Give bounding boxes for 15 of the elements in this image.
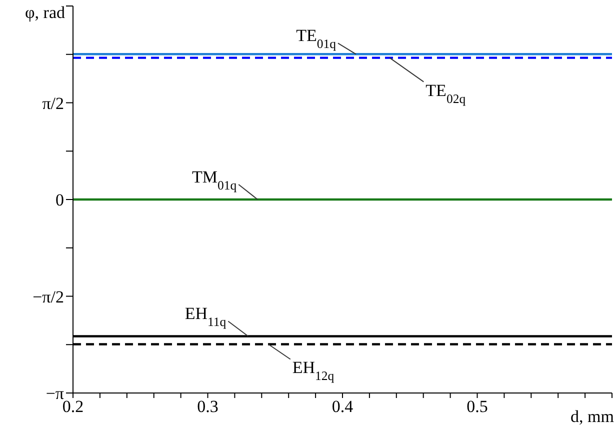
x-axis-title: d, mm bbox=[570, 407, 614, 426]
annotation: EH$_{12q}$ bbox=[292, 358, 335, 384]
x-tick-label: 0.4 bbox=[332, 397, 354, 416]
annotation: TE$_{01q}$ bbox=[296, 26, 337, 52]
y-tick-label: π/2 bbox=[42, 94, 64, 113]
x-tick-label: 0.5 bbox=[466, 397, 488, 416]
x-tick-label: 0.2 bbox=[62, 397, 84, 416]
y-tick-label: 0 bbox=[56, 190, 64, 210]
y-tick-label: −π/2 bbox=[32, 287, 64, 306]
x-tick-label: 0.3 bbox=[197, 397, 218, 416]
annotation: TM$_{01q}$ bbox=[192, 168, 238, 192]
y-axis-title: φ, rad bbox=[24, 3, 66, 22]
annotation: TE$_{02q}$ bbox=[426, 80, 466, 106]
y-tick-label: −π bbox=[46, 384, 64, 404]
annotation: EH$_{11q}$ bbox=[184, 304, 227, 330]
